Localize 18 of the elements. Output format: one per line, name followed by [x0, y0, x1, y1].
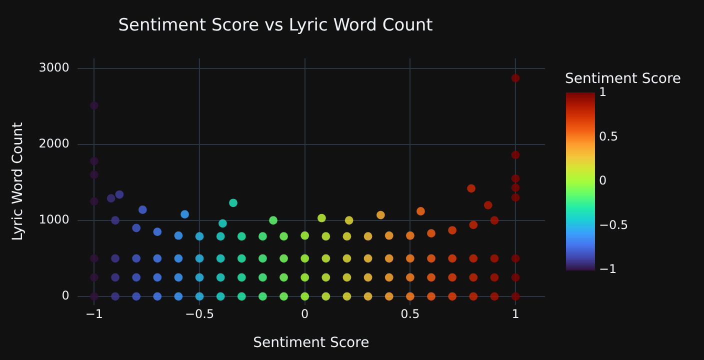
- color-bar-label: 0: [599, 174, 607, 188]
- color-bar-title: Sentiment Score: [565, 71, 682, 87]
- y-tick-label: 1000: [38, 212, 70, 227]
- x-tick-label: 0: [301, 307, 309, 322]
- chart-title: Sentiment Score vs Lyric Word Count: [118, 16, 434, 36]
- y-tick-label: 2000: [38, 136, 70, 150]
- x-tick-label: 1: [512, 307, 520, 322]
- color-bar-label: −0.5: [599, 218, 628, 232]
- y-tick-label: 3000: [38, 60, 70, 74]
- x-axis-title: Sentiment Score: [253, 335, 370, 352]
- color-bar-label: −1: [599, 262, 617, 276]
- color-bar-label: 0.5: [599, 129, 618, 144]
- x-tick-label: −1: [85, 307, 104, 322]
- x-tick-label: 0.5: [400, 307, 420, 322]
- x-tick-label: −0.5: [184, 307, 214, 322]
- y-tick-label: 0: [62, 288, 70, 303]
- y-axis-title: Lyric Word Count: [10, 122, 26, 241]
- color-bar-label: 1: [599, 85, 607, 100]
